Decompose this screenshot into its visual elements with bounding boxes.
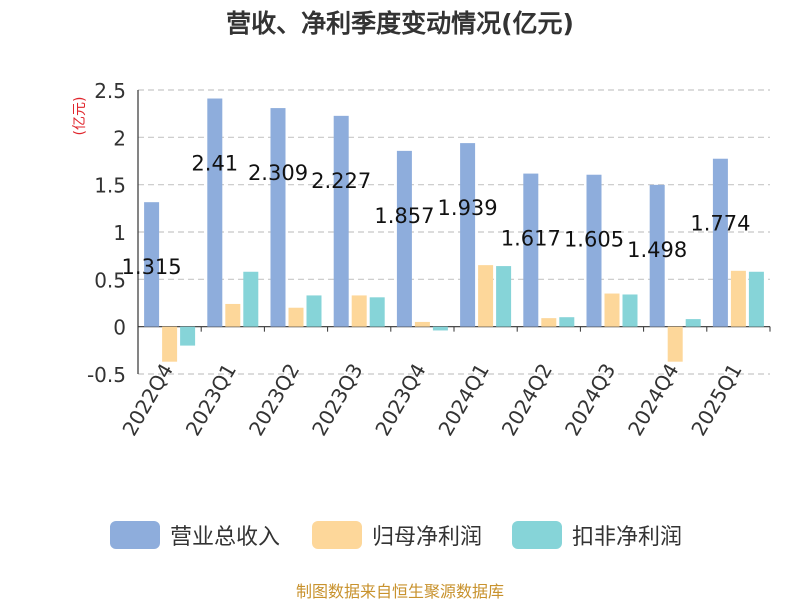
- y-axis-unit-label: (亿元): [72, 97, 88, 136]
- x-tick-label: 2024Q2: [497, 359, 557, 440]
- x-tick-label: 2024Q3: [560, 359, 620, 440]
- bar-net-profit: [604, 293, 620, 327]
- data-label-revenue: 1.774: [690, 212, 750, 236]
- x-tick-label: 2023Q2: [244, 359, 304, 440]
- y-tick-label: 0.5: [94, 268, 126, 292]
- bar-net-profit: [351, 295, 367, 327]
- x-tick-label: 2023Q3: [307, 359, 367, 440]
- bar-revenue: [649, 184, 665, 327]
- data-label-revenue: 1.315: [122, 255, 182, 279]
- bar-deducted-profit: [685, 319, 701, 327]
- bar-revenue: [396, 150, 412, 327]
- bar-revenue: [586, 174, 602, 327]
- y-tick-label: -0.5: [87, 363, 126, 387]
- bar-revenue: [144, 202, 160, 327]
- x-tick-label: 2025Q1: [686, 359, 746, 440]
- x-tick-label: 2024Q1: [433, 359, 493, 440]
- y-tick-label: 1: [113, 221, 126, 245]
- bar-deducted-profit: [243, 271, 259, 327]
- x-tick-label: 2023Q4: [370, 359, 430, 440]
- legend-item-net-profit[interactable]: 归母净利润: [312, 518, 482, 552]
- data-label-revenue: 1.939: [438, 196, 498, 220]
- bar-deducted-profit: [306, 295, 322, 327]
- legend-item-deducted-profit[interactable]: 扣非净利润: [512, 518, 682, 552]
- bar-revenue: [523, 173, 539, 327]
- y-tick-label: 0: [113, 316, 126, 340]
- bar-net-profit: [288, 307, 304, 327]
- legend-item-revenue[interactable]: 营业总收入: [110, 518, 280, 552]
- bar-net-profit: [225, 303, 241, 327]
- legend-swatch-revenue: [110, 521, 160, 549]
- data-label-revenue: 1.498: [627, 238, 687, 262]
- bar-net-profit: [667, 326, 683, 362]
- y-tick-label: 1.5: [94, 174, 126, 198]
- x-tick-label: 2022Q4: [117, 359, 177, 440]
- data-label-revenue: 2.309: [248, 161, 308, 185]
- bars: [144, 98, 764, 362]
- bar-deducted-profit: [622, 294, 638, 327]
- y-tick-label: 2: [113, 126, 126, 150]
- bar-deducted-profit: [748, 271, 764, 327]
- x-tick-label: 2024Q4: [623, 359, 683, 440]
- bar-net-profit: [478, 265, 494, 327]
- bar-deducted-profit: [496, 266, 512, 327]
- data-label-revenue: 2.227: [311, 169, 371, 193]
- data-label-revenue: 1.857: [374, 204, 434, 228]
- bar-deducted-profit: [559, 317, 575, 327]
- bar-deducted-profit: [369, 297, 385, 327]
- bar-net-profit: [730, 270, 746, 327]
- bar-deducted-profit: [432, 326, 448, 331]
- legend-swatch-deducted-profit: [512, 521, 562, 549]
- bar-revenue: [270, 108, 286, 327]
- bar-revenue: [333, 115, 349, 327]
- y-tick-label: 2.5: [94, 79, 126, 103]
- bar-net-profit: [162, 326, 178, 362]
- bar-net-profit: [414, 321, 430, 327]
- x-tick-label: 2023Q1: [181, 359, 241, 440]
- data-label-revenue: 2.41: [191, 152, 238, 176]
- bar-deducted-profit: [180, 326, 196, 346]
- data-label-revenue: 1.617: [501, 227, 561, 251]
- legend: 营业总收入 归母净利润 扣非净利润: [0, 518, 800, 552]
- chart-title: 营收、净利季度变动情况(亿元): [226, 9, 574, 38]
- bar-revenue: [460, 143, 476, 327]
- bar-net-profit: [541, 318, 557, 327]
- bar-revenue: [207, 98, 223, 327]
- bar-revenue: [712, 158, 728, 327]
- legend-label-deducted-profit: 扣非净利润: [572, 525, 683, 550]
- data-label-revenue: 1.605: [564, 228, 624, 252]
- legend-label-revenue: 营业总收入: [170, 525, 281, 550]
- legend-swatch-net-profit: [312, 521, 362, 549]
- legend-label-net-profit: 归母净利润: [372, 525, 483, 550]
- source-note: 制图数据来自恒生聚源数据库: [295, 582, 504, 601]
